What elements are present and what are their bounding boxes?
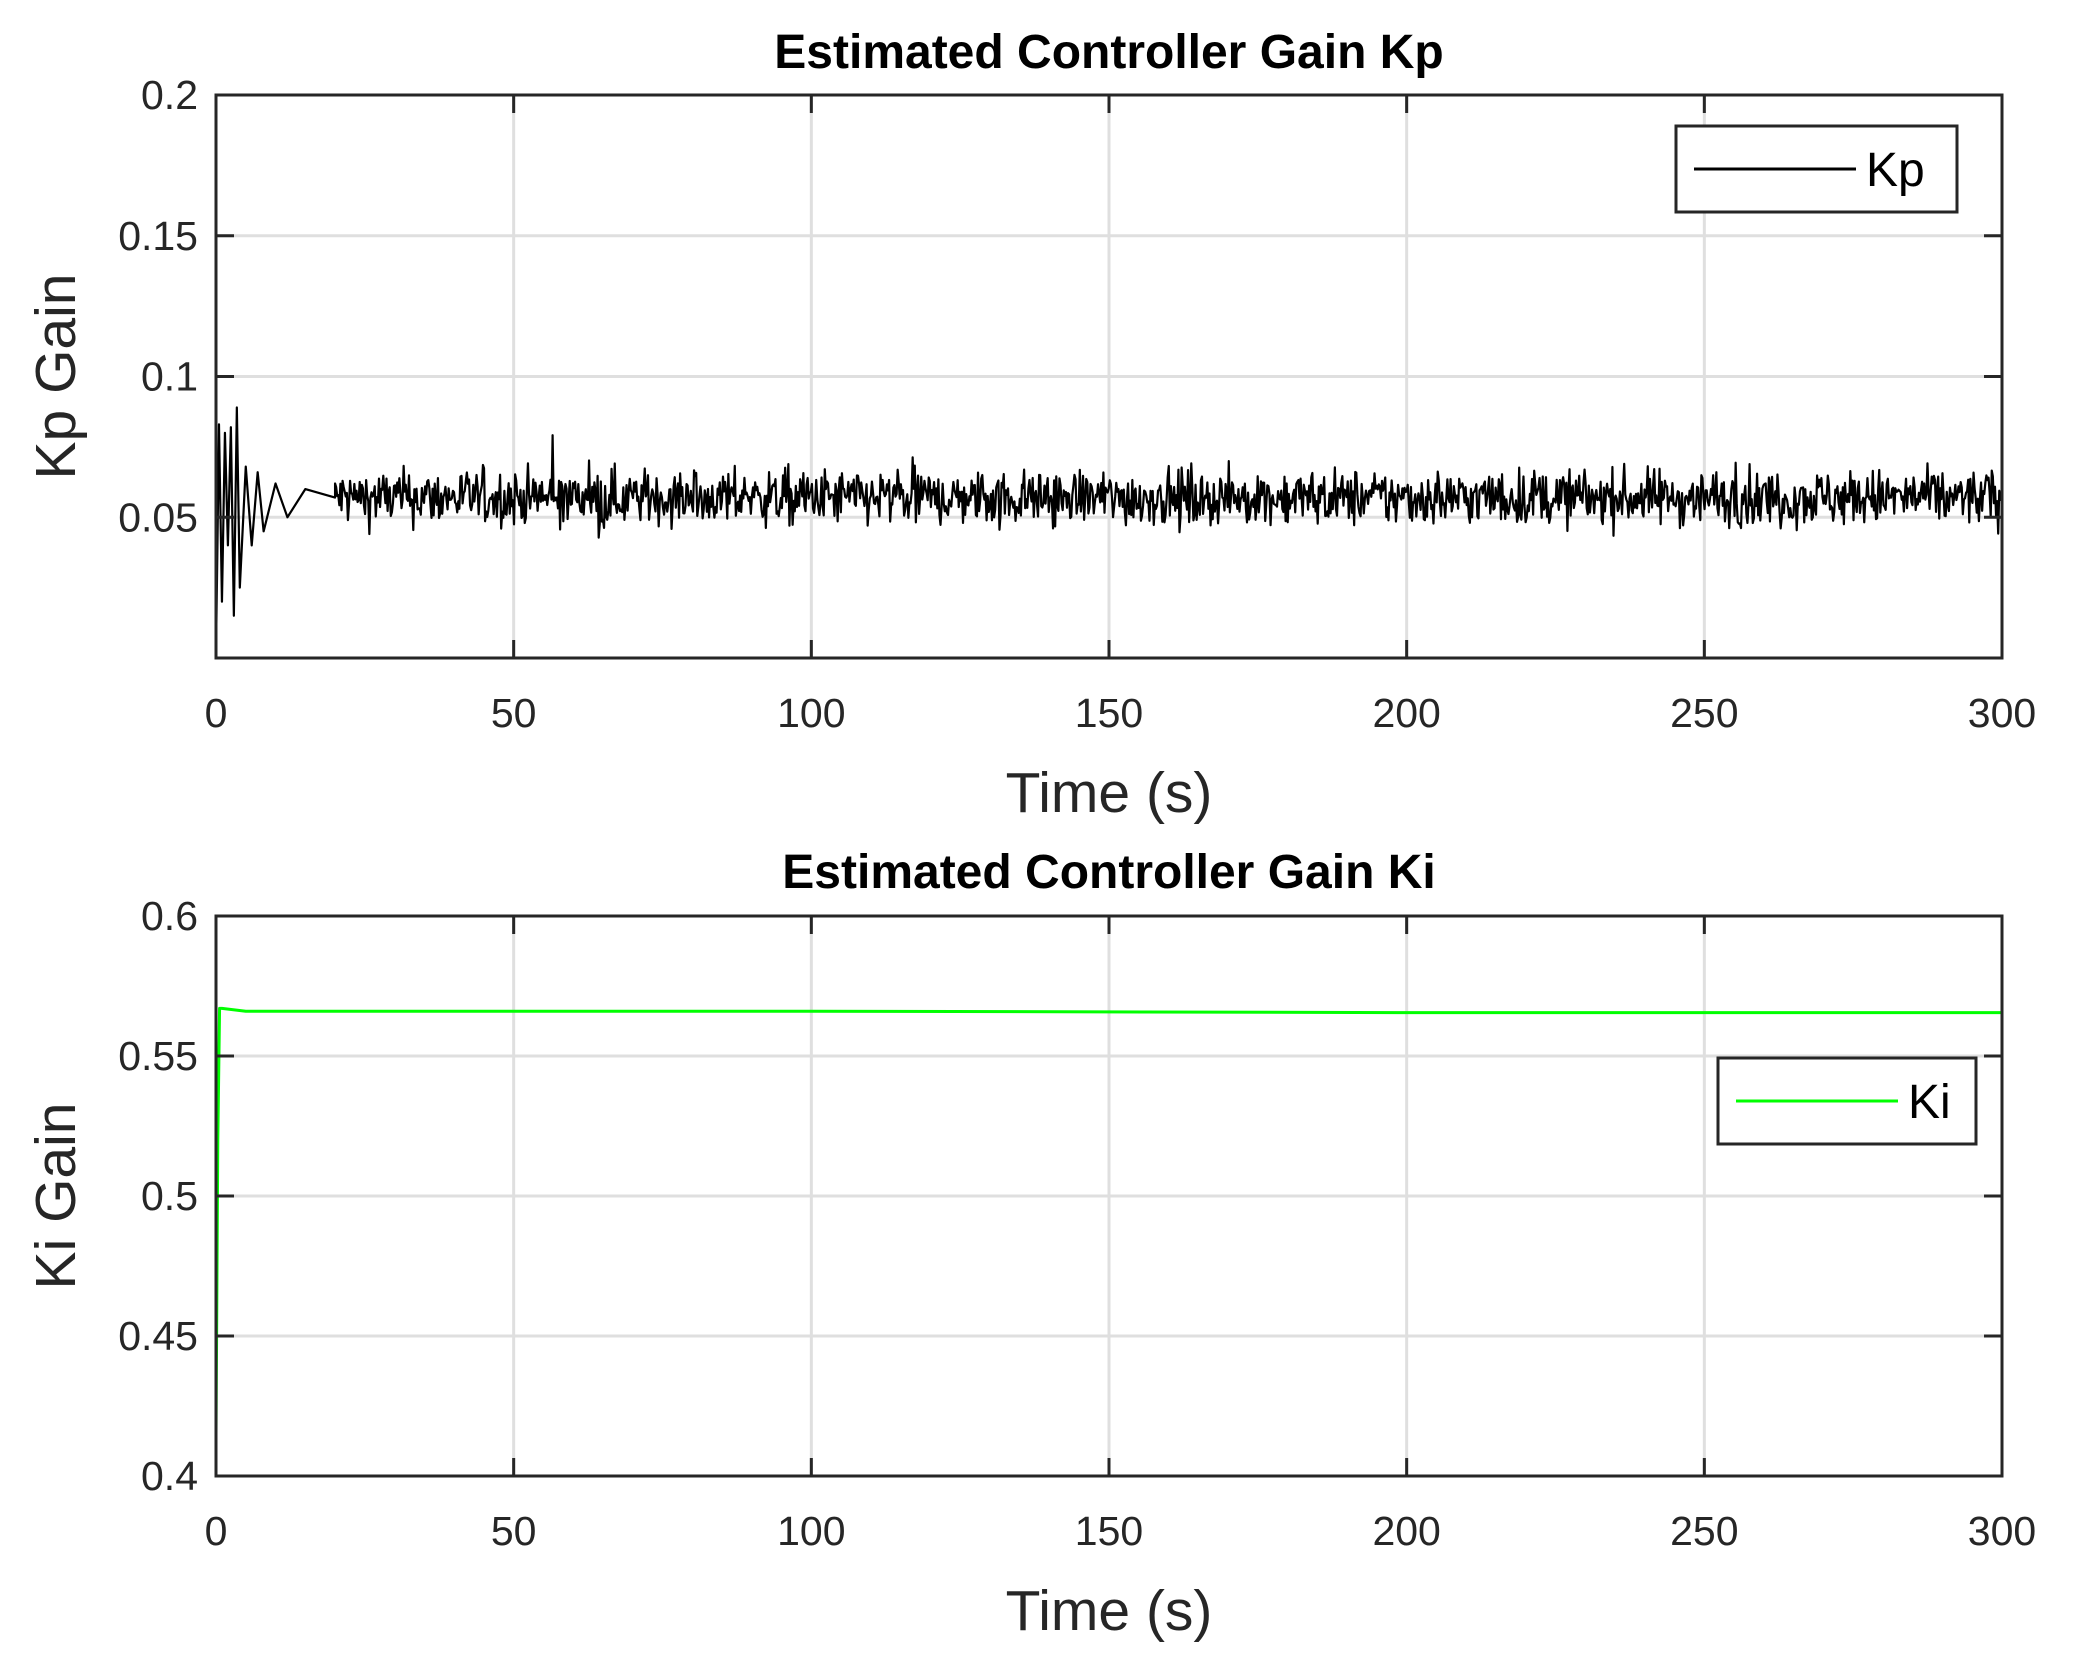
- ki-chart-title: Estimated Controller Gain Ki: [782, 846, 1435, 899]
- ki-y-tick-label: 0.4: [141, 1453, 198, 1499]
- ki-y-tick-label: 0.55: [118, 1033, 198, 1079]
- ki-y-tick-label: 0.45: [118, 1313, 198, 1359]
- ki-legend-label: Ki: [1908, 1076, 1951, 1129]
- kp-y-axis-label: Kp Gain: [24, 274, 88, 480]
- kp-y-tick-label: 0.1: [141, 354, 198, 400]
- kp-x-tick-label: 100: [777, 690, 845, 736]
- kp-chart-title: Estimated Controller Gain Kp: [774, 26, 1443, 79]
- ki-series-line: [214, 1006, 2002, 1435]
- ki-x-tick-label: 100: [777, 1508, 845, 1554]
- ki-plot: 0 50 100 150 200 250 300 0.4 0.45 0.5 0.55 0.6 Estim…: [24, 846, 2036, 1643]
- kp-legend: Kp: [1674, 124, 1959, 214]
- kp-series-line: [214, 406, 2002, 656]
- ki-x-tick-label: 200: [1372, 1508, 1440, 1554]
- kp-y-tick-label: 0.2: [141, 72, 198, 118]
- ki-y-axis-label: Ki Gain: [24, 1103, 88, 1290]
- ki-x-tick-label: 50: [491, 1508, 537, 1554]
- ki-legend: Ki: [1716, 1056, 1978, 1146]
- kp-x-axis-label: Time (s): [1006, 761, 1213, 825]
- kp-x-tick-label: 200: [1372, 690, 1440, 736]
- kp-x-tick-label: 0: [205, 690, 228, 736]
- ki-x-axis-label: Time (s): [1006, 1579, 1213, 1643]
- kp-legend-label: Kp: [1866, 144, 1925, 197]
- kp-plot: 0 50 100 150 200 250 300 0.05 0.1 0.15 0.2 Estimate…: [24, 26, 2036, 825]
- ki-x-tick-label: 150: [1075, 1508, 1143, 1554]
- ki-x-tick-label: 300: [1968, 1508, 2036, 1554]
- ki-x-tick-label: 250: [1670, 1508, 1738, 1554]
- kp-x-tick-label: 300: [1968, 690, 2036, 736]
- kp-y-tick-label: 0.15: [118, 213, 198, 259]
- ki-y-tick-label: 0.5: [141, 1173, 198, 1219]
- kp-x-tick-label: 50: [491, 690, 537, 736]
- ki-y-tick-label: 0.6: [141, 893, 198, 939]
- kp-y-tick-label: 0.05: [118, 494, 198, 540]
- kp-x-tick-label: 250: [1670, 690, 1738, 736]
- kp-x-tick-label: 150: [1075, 690, 1143, 736]
- ki-x-tick-label: 0: [205, 1508, 228, 1554]
